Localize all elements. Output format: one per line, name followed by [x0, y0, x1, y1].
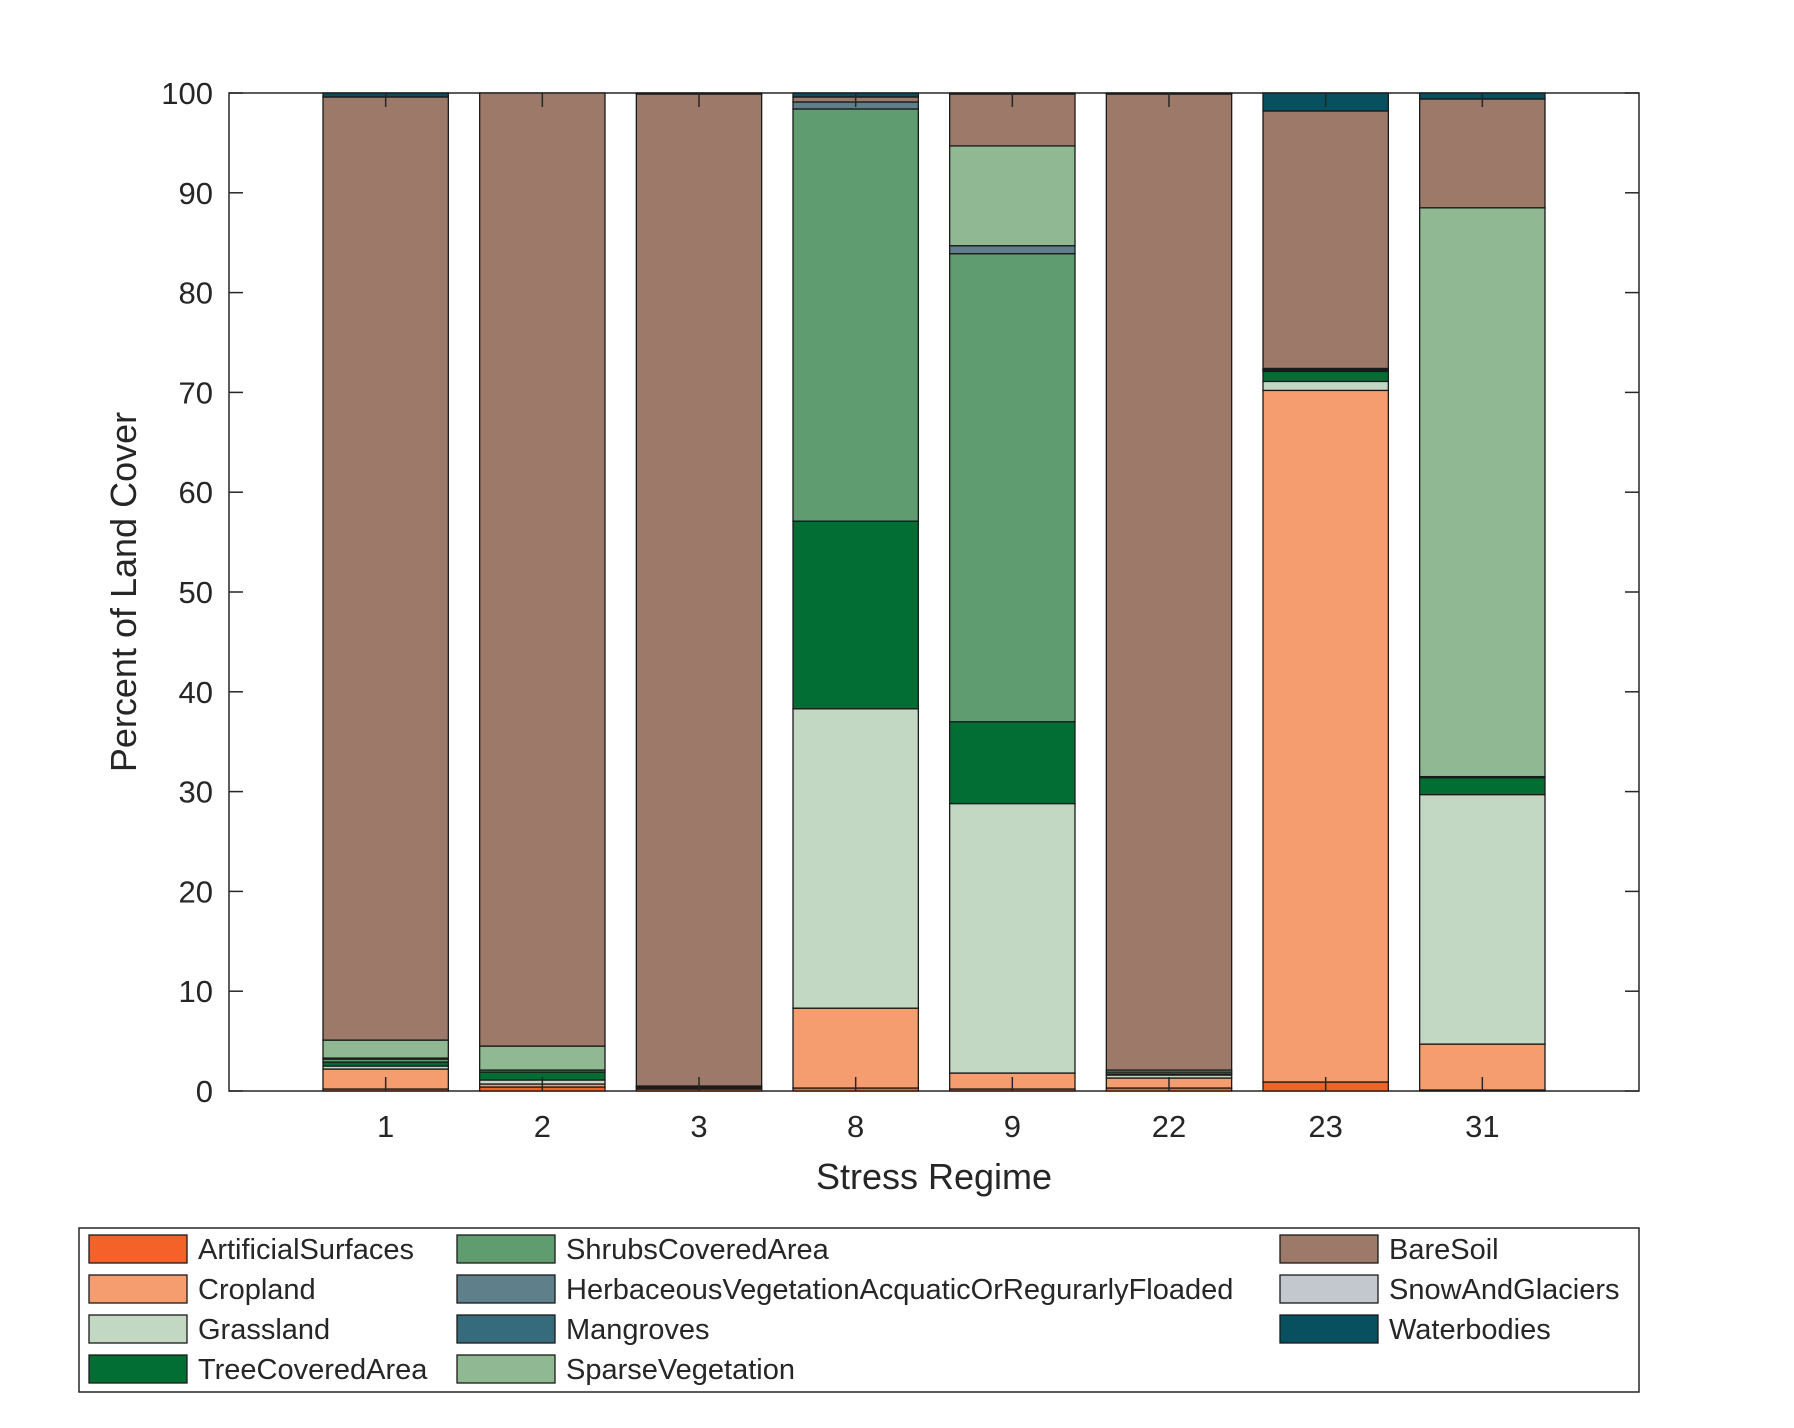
y-tick-label: 60: [179, 475, 213, 510]
bar-segment-BareSoil-22: [1105, 93, 1233, 1071]
x-tick-label: 9: [1004, 1109, 1021, 1144]
x-axis: 1 2 3 8 9 22 23 31: [377, 93, 1500, 1144]
x-tick-label: 2: [534, 1109, 551, 1144]
bar-segment-TreeCoveredArea-31: [1419, 776, 1546, 796]
legend-box: [78, 1227, 1640, 1393]
x-tick-label: 1: [377, 1109, 394, 1144]
bar-segment-SparseVegetation-9: [949, 145, 1076, 247]
bar-stack-9: [949, 92, 1076, 1092]
legend-swatch: [1279, 1234, 1379, 1264]
legend-item-ShrubsCoveredArea: ShrubsCoveredArea: [456, 1234, 830, 1266]
bar-segment-BareSoil-31: [1419, 98, 1546, 209]
bar-segment-TreeCoveredArea-23: [1262, 370, 1389, 383]
bar-segment-BareSoil-23: [1262, 110, 1389, 370]
legend-label: HerbaceousVegetationAcquaticOrRegurarlyF…: [566, 1274, 1233, 1306]
x-tick-label: 3: [690, 1109, 707, 1144]
bar-segment-ShrubsCoveredArea-9: [949, 253, 1076, 723]
legend-swatch: [456, 1354, 556, 1384]
legend-label: Grassland: [198, 1314, 330, 1346]
y-tick-label: 70: [179, 375, 213, 410]
y-axis: 0 10 20 30 40 50 60 70 80 90 100: [161, 76, 1639, 1109]
y-tick-label: 90: [179, 176, 213, 211]
bar-segment-Grassland-8: [792, 708, 919, 1009]
legend-label: Mangroves: [566, 1314, 709, 1346]
bar-stack-3: [635, 92, 763, 1092]
bars-group: [322, 92, 1546, 1092]
legend-swatch: [456, 1274, 556, 1304]
legend-swatch: [88, 1354, 188, 1384]
y-tick-label: 100: [161, 76, 213, 111]
bar-segment-TreeCoveredArea-9: [949, 721, 1076, 805]
bar-stack-8: [792, 92, 919, 1092]
bar-segment-SparseVegetation-31: [1419, 207, 1546, 778]
x-axis-label: Stress Regime: [816, 1156, 1052, 1197]
bar-segment-Grassland-23: [1262, 380, 1389, 392]
legend-swatch: [88, 1274, 188, 1304]
legend-label: TreeCoveredArea: [198, 1354, 428, 1386]
legend-item-Cropland: Cropland: [88, 1274, 316, 1306]
bar-stack-23: [1262, 92, 1389, 1092]
legend-item-Grassland: Grassland: [88, 1314, 330, 1346]
legend-label: SparseVegetation: [566, 1354, 795, 1386]
legend-item-ArtificialSurfaces: ArtificialSurfaces: [88, 1234, 414, 1266]
legend-item-HerbaceousVegetationAcquaticOrRegurarlyFloaded: HerbaceousVegetationAcquaticOrRegurarlyF…: [456, 1274, 1233, 1306]
legend-item-TreeCoveredArea: TreeCoveredArea: [88, 1354, 428, 1386]
legend: ArtificialSurfaces Cropland Grassland TreeC…: [88, 1234, 1620, 1386]
legend-label: SnowAndGlaciers: [1389, 1274, 1620, 1306]
bar-segment-BareSoil-2: [479, 92, 606, 1047]
bar-stack-1: [322, 92, 449, 1092]
bar-stack-2: [479, 92, 606, 1092]
bar-segment-SparseVegetation-1: [322, 1039, 449, 1059]
bar-segment-ShrubsCoveredArea-8: [792, 108, 919, 522]
legend-swatch: [1279, 1314, 1379, 1344]
bar-segment-Cropland-23: [1262, 389, 1389, 1083]
legend-label: Cropland: [198, 1274, 316, 1306]
bar-segment-BareSoil-1: [322, 96, 449, 1041]
legend-swatch: [1279, 1274, 1379, 1304]
legend-swatch: [456, 1314, 556, 1344]
bar-segment-TreeCoveredArea-8: [792, 520, 919, 710]
y-tick-label: 0: [196, 1074, 213, 1109]
bar-segment-SparseVegetation-2: [479, 1045, 606, 1071]
x-tick-label: 8: [847, 1109, 864, 1144]
legend-label: Waterbodies: [1389, 1314, 1551, 1346]
bar-segment-HerbaceousVegetationAcquaticOrRegurarlyFloaded-9: [949, 245, 1076, 255]
legend-label: ArtificialSurfaces: [198, 1234, 414, 1266]
legend-item-SparseVegetation: SparseVegetation: [456, 1354, 795, 1386]
legend-swatch: [456, 1234, 556, 1264]
bar-segment-Grassland-31: [1419, 793, 1546, 1045]
y-tick-label: 30: [179, 775, 213, 810]
y-tick-label: 20: [179, 874, 213, 909]
x-tick-label: 23: [1308, 1109, 1342, 1144]
y-tick-label: 40: [179, 675, 213, 710]
y-tick-label: 10: [179, 974, 213, 1009]
bar-stack-22: [1105, 92, 1233, 1092]
legend-item-SnowAndGlaciers: SnowAndGlaciers: [1279, 1274, 1620, 1306]
legend-label: ShrubsCoveredArea: [566, 1234, 830, 1266]
legend-label: BareSoil: [1389, 1234, 1499, 1266]
plot-area: [228, 92, 1640, 1092]
legend-item-Waterbodies: Waterbodies: [1279, 1314, 1551, 1346]
bar-segment-BareSoil-3: [635, 93, 763, 1087]
bar-stack-31: [1419, 92, 1546, 1092]
legend-swatch: [88, 1314, 188, 1344]
y-axis-label: Percent of Land Cover: [103, 412, 144, 772]
y-tick-label: 50: [179, 575, 213, 610]
bar-segment-Cropland-8: [792, 1007, 919, 1089]
bar-segment-Grassland-9: [949, 802, 1076, 1074]
legend-item-BareSoil: BareSoil: [1279, 1234, 1499, 1266]
legend-item-Mangroves: Mangroves: [456, 1314, 709, 1346]
legend-swatch: [88, 1234, 188, 1264]
x-tick-label: 22: [1152, 1109, 1186, 1144]
y-tick-label: 80: [179, 276, 213, 311]
x-tick-label: 31: [1465, 1109, 1499, 1144]
